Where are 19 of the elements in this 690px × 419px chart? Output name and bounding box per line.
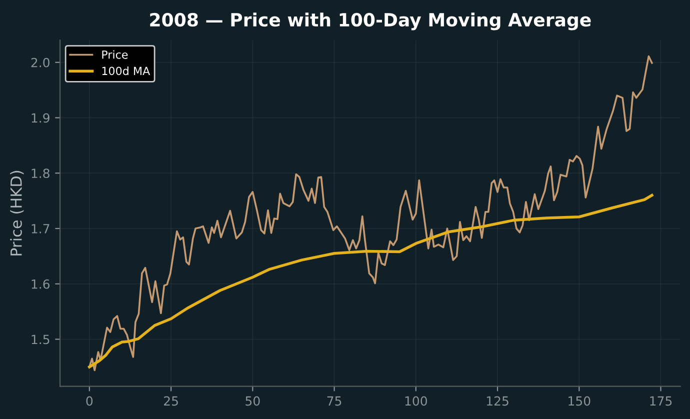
y-tick-label: 1.7 [32,224,50,234]
x-tick-label: 150 [568,396,590,406]
x-tick-label: 25 [164,396,178,406]
y-axis-title: Price (HKD) [10,170,24,256]
y-tick-label: 1.9 [32,113,50,123]
x-tick-label: 75 [327,396,342,406]
y-tick-label: 1.8 [32,168,50,178]
legend-label: Price [102,50,128,59]
x-tick-label: 50 [246,396,260,406]
chart-title: 2008 — Price with 100-Day Moving Average [150,12,591,30]
line-series [88,194,654,368]
legend-label: 100d MA [102,66,150,76]
y-tick-label: 1.5 [32,334,50,344]
x-tick-label: 175 [650,396,672,406]
y-tick-label: 2.0 [31,58,50,68]
y-tick-label: 1.6 [32,279,50,289]
x-tick-label: 125 [486,396,508,406]
x-tick-label: 100 [405,396,427,406]
x-tick-label: 0 [86,396,93,406]
